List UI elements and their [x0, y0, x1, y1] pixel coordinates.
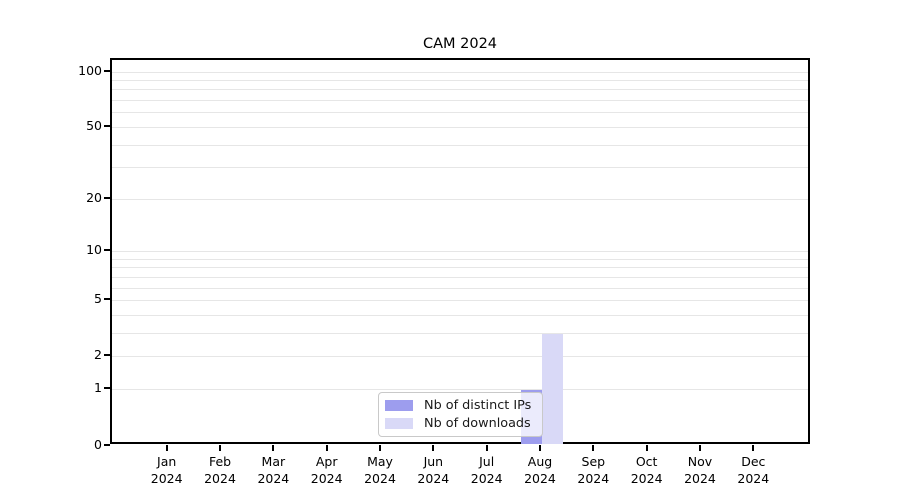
y-axis-tick-label: 1 [94, 380, 102, 396]
y-axis-tick [104, 124, 110, 127]
y-gridline [112, 126, 808, 128]
y-axis-tick [104, 387, 110, 390]
x-axis-tick-label: Jun 2024 [417, 453, 450, 486]
y-gridline [112, 100, 808, 102]
y-gridline [112, 80, 808, 82]
x-axis-tick [485, 444, 488, 451]
x-axis-tick [165, 444, 168, 451]
legend: Nb of distinct IPs Nb of downloads [378, 392, 543, 437]
x-axis-tick-label: Sep 2024 [577, 453, 610, 486]
x-axis-tick [752, 444, 755, 451]
x-axis-tick-label: Apr 2024 [310, 453, 343, 486]
x-axis-tick [538, 444, 541, 451]
x-axis-tick [272, 444, 275, 451]
y-gridline [112, 251, 808, 253]
y-gridline [112, 356, 808, 358]
x-axis-tick [325, 444, 328, 451]
y-axis-tick [104, 298, 110, 301]
y-gridline [112, 198, 808, 200]
x-axis-tick [379, 444, 381, 451]
y-axis-tick [104, 354, 110, 357]
legend-label: Nb of downloads [424, 415, 531, 431]
x-axis-tick-label: Aug 2024 [524, 453, 556, 486]
x-axis-tick [592, 444, 595, 451]
x-axis-tick [698, 444, 701, 451]
y-axis-tick-label: 10 [86, 242, 102, 258]
y-axis-tick-label: 0 [94, 436, 102, 452]
x-axis-tick-label: Feb 2024 [204, 453, 236, 486]
y-gridline [112, 333, 808, 335]
x-axis-tick-label: Mar 2024 [257, 453, 290, 486]
y-gridline [112, 277, 808, 279]
plot-area [110, 58, 810, 445]
y-axis-tick [104, 443, 110, 446]
legend-item: Nb of downloads [385, 416, 535, 431]
y-gridline [112, 258, 808, 260]
y-gridline [112, 300, 808, 302]
y-axis-tick-label: 50 [86, 117, 102, 133]
y-axis-tick [104, 196, 110, 199]
x-axis-tick-label: Jul 2024 [470, 453, 503, 486]
y-axis-tick [104, 69, 110, 72]
y-gridline [112, 144, 808, 146]
y-gridline [112, 167, 808, 169]
y-gridline [112, 267, 808, 269]
y-gridline [112, 287, 808, 289]
y-axis-tick-label: 5 [94, 291, 102, 307]
bar-nb-of-downloads [541, 334, 563, 445]
y-gridline [112, 315, 808, 317]
x-axis-tick-label: Jan 2024 [150, 453, 183, 486]
x-axis-tick-label: May 2024 [364, 453, 396, 486]
y-axis-tick [104, 249, 110, 252]
y-gridline [112, 112, 808, 114]
x-axis-tick-label: Oct 2024 [630, 453, 663, 486]
y-gridline [112, 389, 808, 391]
chart-title: CAM 2024 [422, 36, 498, 52]
y-gridline [112, 71, 808, 73]
legend-item: Nb of distinct IPs [385, 398, 535, 413]
legend-label: Nb of distinct IPs [424, 398, 532, 414]
legend-swatch [385, 400, 413, 412]
x-axis-tick-label: Dec 2024 [737, 453, 770, 486]
y-axis-tick-label: 100 [78, 62, 102, 78]
x-axis-tick [645, 444, 648, 451]
legend-swatch [385, 417, 413, 429]
x-axis-tick [219, 444, 222, 451]
x-axis-tick-label: Nov 2024 [684, 453, 716, 486]
y-axis-tick-label: 20 [86, 189, 102, 205]
y-gridline [112, 89, 808, 91]
x-axis-tick [432, 444, 435, 451]
y-axis-tick-label: 2 [94, 347, 102, 363]
